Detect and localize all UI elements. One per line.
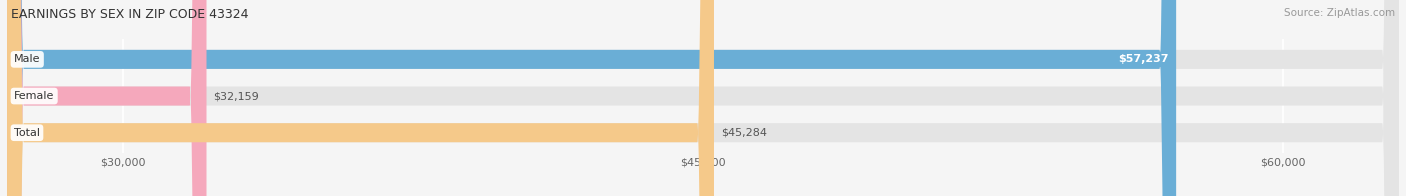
Text: Female: Female <box>14 91 55 101</box>
Text: Male: Male <box>14 54 41 64</box>
Text: $45,284: $45,284 <box>721 128 766 138</box>
FancyBboxPatch shape <box>7 0 1399 196</box>
Text: EARNINGS BY SEX IN ZIP CODE 43324: EARNINGS BY SEX IN ZIP CODE 43324 <box>11 8 249 21</box>
FancyBboxPatch shape <box>7 0 1399 196</box>
FancyBboxPatch shape <box>7 0 1399 196</box>
FancyBboxPatch shape <box>7 0 714 196</box>
Text: Total: Total <box>14 128 39 138</box>
Text: $32,159: $32,159 <box>214 91 259 101</box>
Text: Source: ZipAtlas.com: Source: ZipAtlas.com <box>1284 8 1395 18</box>
FancyBboxPatch shape <box>7 0 207 196</box>
Text: $57,237: $57,237 <box>1119 54 1170 64</box>
FancyBboxPatch shape <box>7 0 1177 196</box>
